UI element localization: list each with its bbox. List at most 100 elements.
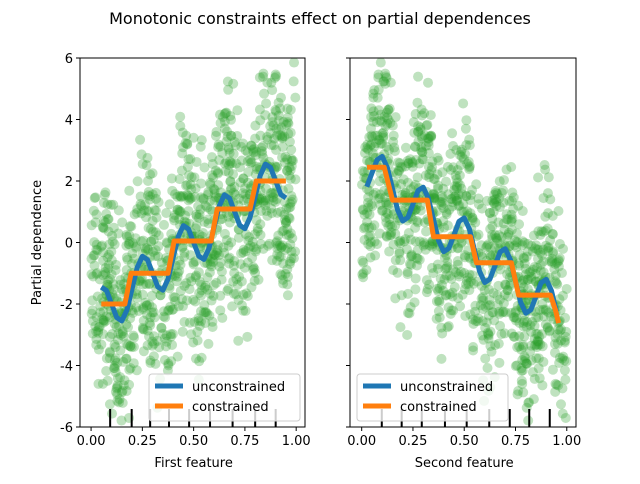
scatter-point [475, 300, 486, 311]
scatter-point [379, 111, 390, 122]
scatter-point [547, 247, 558, 258]
scatter-point [147, 302, 158, 313]
scatter-point [277, 274, 288, 285]
scatter-point [108, 362, 119, 373]
scatter-point [111, 293, 122, 304]
scatter-point [480, 301, 491, 312]
scatter-point [91, 244, 102, 255]
scatter-point [560, 374, 571, 385]
scatter-point [188, 294, 199, 305]
scatter-point [248, 147, 259, 158]
scatter-point [110, 367, 121, 378]
scatter-point [286, 196, 297, 207]
scatter-point [115, 372, 126, 383]
scatter-point [98, 306, 109, 317]
scatter-point [265, 128, 276, 139]
scatter-point [168, 304, 179, 315]
scatter-point [189, 172, 200, 183]
scatter-point [214, 155, 225, 166]
scatter-point [543, 243, 554, 254]
scatter-point [488, 307, 499, 318]
scatter-point [240, 145, 251, 156]
scatter-point [424, 131, 435, 142]
scatter-point [483, 239, 494, 250]
legend-box [356, 373, 509, 422]
scatter-point [184, 284, 195, 295]
scatter-point [100, 269, 111, 280]
scatter-point [167, 329, 178, 340]
scatter-point [236, 155, 247, 166]
scatter-point [537, 341, 548, 352]
scatter-point [529, 261, 540, 272]
scatter-point [174, 265, 185, 276]
scatter-point [180, 210, 191, 221]
scatter-point [174, 205, 185, 216]
scatter-point [192, 335, 203, 346]
scatter-point [137, 279, 148, 290]
scatter-point [516, 278, 527, 289]
scatter-point [394, 246, 405, 257]
scatter-point [415, 122, 426, 133]
scatter-point [379, 76, 390, 87]
scatter-point [514, 219, 525, 230]
scatter-point [454, 200, 465, 211]
scatter-point [380, 68, 391, 79]
scatter-point [357, 255, 368, 266]
scatter-point [556, 335, 567, 346]
scatter-point [167, 339, 178, 350]
scatter-point [175, 111, 186, 122]
scatter-point [87, 295, 98, 306]
scatter-point [524, 267, 535, 278]
scatter-point [366, 111, 377, 122]
scatter-point [177, 242, 188, 253]
scatter-point [446, 273, 457, 284]
scatter-point [100, 217, 111, 228]
scatter-point [495, 320, 506, 331]
scatter-point [171, 276, 182, 287]
scatter-point [209, 249, 220, 260]
scatter-point [464, 161, 475, 172]
scatter-point [456, 206, 467, 217]
scatter-point [359, 166, 370, 177]
scatter-point [402, 267, 413, 278]
scatter-point [553, 261, 564, 272]
scatter-point [140, 244, 151, 255]
scatter-point [172, 204, 183, 215]
scatter-point [195, 204, 206, 215]
scatter-point [145, 320, 156, 331]
scatter-point [535, 229, 546, 240]
scatter-point [240, 189, 251, 200]
scatter-point [467, 213, 478, 224]
scatter-point [89, 260, 100, 271]
scatter-point [543, 307, 554, 318]
scatter-point [513, 258, 524, 269]
scatter-point [272, 236, 283, 247]
scatter-point [279, 209, 290, 220]
scatter-point [521, 322, 532, 333]
scatter-point [454, 170, 465, 181]
scatter-point [224, 217, 235, 228]
scatter-point [427, 241, 438, 252]
scatter-point [487, 213, 498, 224]
scatter-point [208, 280, 219, 291]
scatter-point [383, 104, 394, 115]
scatter-point [380, 192, 391, 203]
scatter-point [443, 189, 454, 200]
scatter-point [106, 246, 117, 257]
scatter-point [431, 313, 442, 324]
scatter-point [473, 229, 484, 240]
scatter-point [255, 130, 266, 141]
scatter-point [510, 361, 521, 372]
scatter-point [172, 204, 183, 215]
scatter-point [520, 263, 531, 274]
scatter-point [529, 373, 540, 384]
scatter-point [204, 267, 215, 278]
scatter-point [204, 310, 215, 321]
scatter-point [149, 338, 160, 349]
scatter-point [266, 77, 277, 88]
scatter-point [436, 279, 447, 290]
scatter-point [281, 229, 292, 240]
scatter-point [230, 189, 241, 200]
scatter-point [208, 290, 219, 301]
scatter-point [493, 280, 504, 291]
